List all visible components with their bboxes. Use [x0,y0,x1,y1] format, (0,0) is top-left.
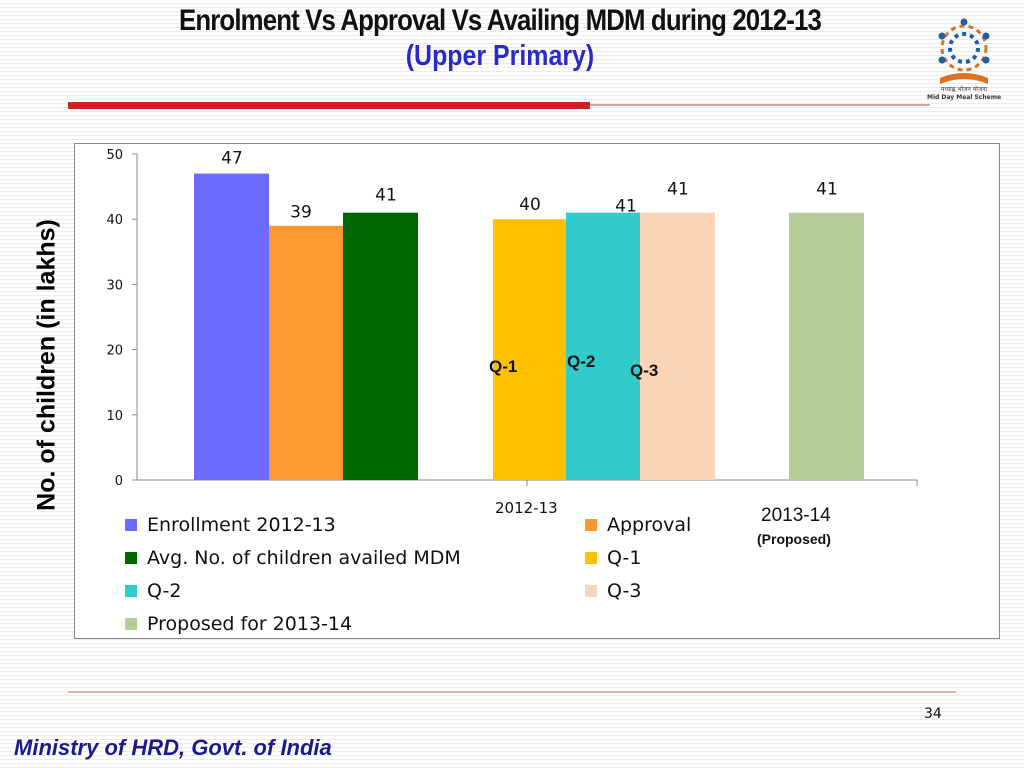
legend-label-4: Q-2 [147,580,182,602]
legend-swatch-2 [125,552,137,564]
x-category-label-2012-13: 2012-13 [495,499,558,517]
bar-0 [194,173,269,480]
title-subtitle: (Upper Primary) [405,40,595,72]
legend-item-5: Q-3 [585,580,641,602]
data-label-5: 41 [667,180,689,200]
bar-2 [343,212,418,480]
bar-5 [640,212,715,480]
legend-swatch-1 [585,519,597,531]
legend-label-1: Approval [607,514,692,536]
y-tick-label-3: 30 [106,278,123,293]
data-label-6: 41 [816,180,838,200]
legend-item-0: Enrollment 2012-13 [125,514,336,536]
legend-item-2: Avg. No. of children availed MDM [125,547,461,569]
legend-swatch-0 [125,519,137,531]
title-underline-red [68,102,590,109]
bar-6 [789,212,864,480]
y-tick-label-5: 50 [106,148,123,163]
annotation-q3: Q-3 [630,361,659,380]
y-tick-label-4: 40 [106,213,123,228]
legend-item-6: Proposed for 2013-14 [125,613,352,635]
legend-swatch-4 [125,585,137,597]
legend-item-3: Q-1 [585,547,641,569]
title-underline-thin [590,104,930,106]
legend-item-1: Approval [585,514,691,536]
legend-swatch-3 [585,552,597,564]
page-number: 34 [924,706,942,722]
data-label-0: 47 [221,149,243,169]
legend-label-3: Q-1 [607,547,642,569]
data-label-1: 39 [290,203,312,223]
legend-label-5: Q-3 [607,580,642,602]
y-tick-label-0: 0 [115,474,123,489]
title-main: Enrolment Vs Approval Vs Availing MDM du… [178,4,822,37]
legend-label-2: Avg. No. of children availed MDM [147,547,461,569]
footer-divider [68,691,956,693]
annotation-q2: Q-2 [567,352,596,371]
legend-swatch-5 [585,585,597,597]
legend-swatch-6 [125,618,137,630]
logo-caption-hindi: मध्याह्न भोजन योजना [940,86,988,93]
bar-3 [493,219,568,480]
x-category-sublabel: (Proposed) [757,531,831,547]
mdm-logo [938,18,990,84]
bar-1 [269,225,344,480]
bar-4 [566,212,641,480]
data-label-2: 41 [375,186,397,206]
annotation-q1: Q-1 [489,357,518,376]
legend-item-4: Q-2 [125,580,181,602]
legend-label-0: Enrollment 2012-13 [147,514,336,536]
data-label-4: 41 [615,197,637,217]
y-tick-label-1: 10 [106,409,123,424]
slide-title: Enrolment Vs Approval Vs Availing MDM du… [60,4,940,73]
x-category-label-2013-14: 2013-14 [761,505,831,526]
legend-label-6: Proposed for 2013-14 [147,613,353,635]
footer-ministry: Ministry of HRD, Govt. of India [14,735,332,760]
data-label-3: 40 [519,195,541,215]
y-tick-label-2: 20 [106,344,123,359]
logo-caption-english: Mid Day Meal Scheme [926,94,1002,101]
